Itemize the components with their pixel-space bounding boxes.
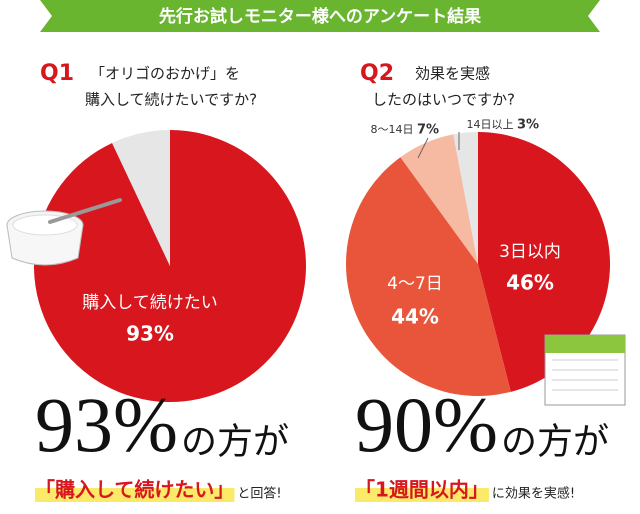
pie-slice bbox=[478, 132, 610, 392]
question-text: したのはいつですか? bbox=[372, 91, 515, 109]
leader-line bbox=[417, 137, 429, 159]
slice-value: 44% bbox=[391, 305, 439, 329]
slice-value: 46% bbox=[506, 271, 554, 295]
question-text: 購入して続けたいですか? bbox=[85, 91, 257, 109]
summary-answer: 「1週間以内」 bbox=[355, 478, 489, 502]
summary-answer: 「購入して続けたい」 bbox=[35, 478, 234, 502]
slice-category: 4〜7日 bbox=[387, 274, 443, 294]
question-number: Q1 bbox=[40, 61, 74, 86]
summary-suffix: の方が bbox=[181, 421, 289, 461]
question-text: 「オリゴのおかげ」を bbox=[90, 65, 240, 83]
slice-category: 8〜14日 bbox=[371, 123, 414, 136]
banner-title: 先行お試しモニター様へのアンケート結果 bbox=[159, 6, 481, 27]
calendar-illustration bbox=[544, 334, 626, 406]
yogurt-illustration bbox=[6, 198, 122, 266]
answer-highlight bbox=[355, 488, 489, 502]
question-text: 効果を実感 bbox=[415, 65, 490, 83]
slice-value: 3% bbox=[517, 118, 539, 133]
pie-slice bbox=[400, 134, 478, 264]
slice-value: 93% bbox=[126, 322, 174, 346]
pie-slice bbox=[33, 130, 306, 402]
pie-slice bbox=[112, 130, 170, 266]
answer-highlight bbox=[35, 488, 235, 502]
slice-category: 購入して続けたい bbox=[82, 293, 218, 313]
summary-headline: 90% bbox=[355, 381, 498, 468]
summary-tail: と回答! bbox=[237, 486, 281, 502]
banner-bg bbox=[40, 0, 600, 32]
slice-category: 14日以上 bbox=[467, 118, 514, 131]
slice-category: 3日以内 bbox=[499, 242, 561, 262]
question-number: Q2 bbox=[360, 61, 394, 86]
pie-slice bbox=[346, 157, 511, 396]
pie-slice bbox=[453, 132, 478, 264]
summary-suffix: の方が bbox=[501, 421, 609, 461]
summary-headline: 93% bbox=[35, 381, 178, 468]
summary-tail: に効果を実感! bbox=[492, 486, 575, 502]
slice-value: 7% bbox=[417, 123, 439, 138]
